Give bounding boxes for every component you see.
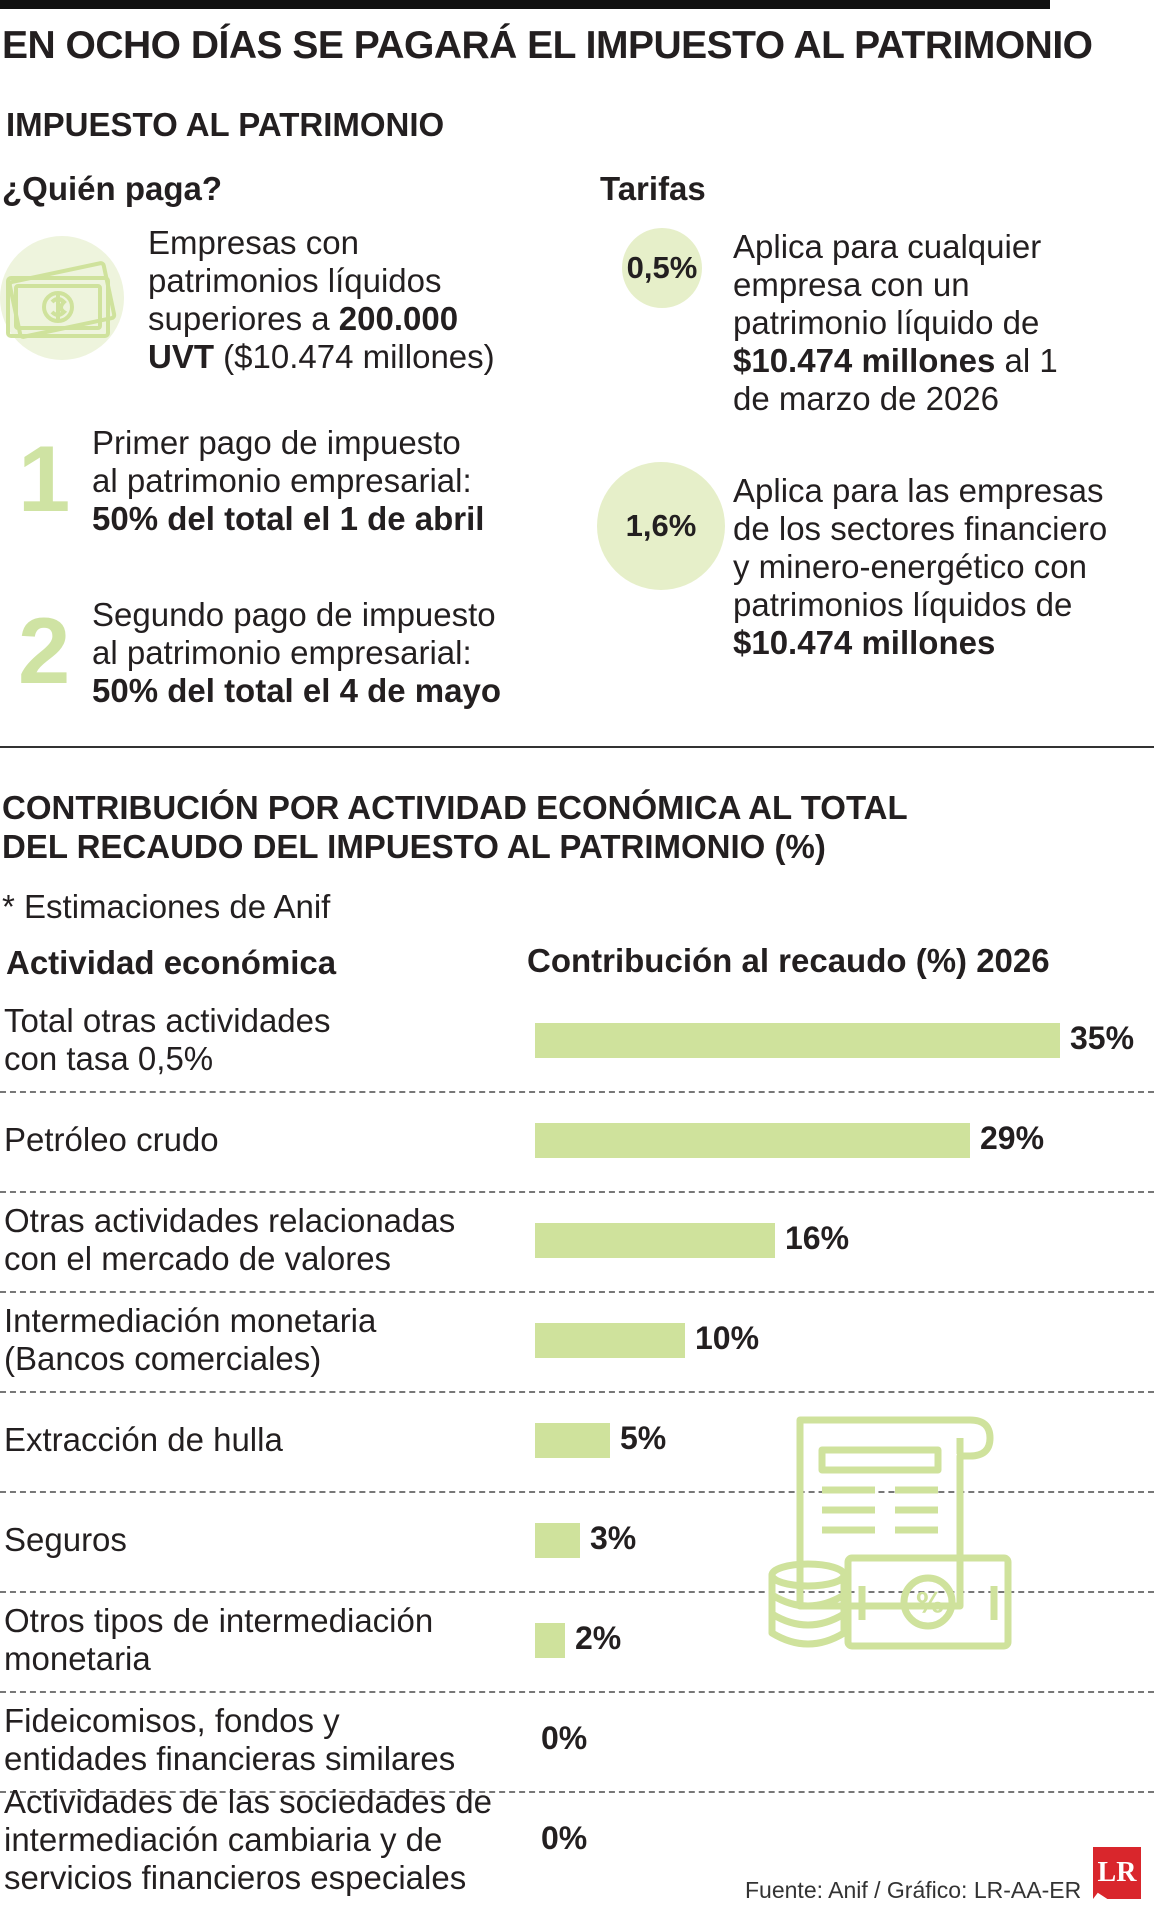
category-label: Otras actividades relacionadas bbox=[4, 1202, 456, 1239]
pago1-number: 1 bbox=[18, 426, 71, 531]
lr-logo: LR bbox=[1093, 1847, 1141, 1899]
pago2-line1: Segundo pago de impuesto bbox=[92, 596, 496, 633]
pago1-line2: al patrimonio empresarial: bbox=[92, 462, 472, 499]
pago2-line2: al patrimonio empresarial: bbox=[92, 634, 472, 671]
value-label: 5% bbox=[620, 1420, 667, 1456]
category-label: servicios financieros especiales bbox=[4, 1859, 467, 1896]
tarifa2-line2: de los sectores financiero bbox=[733, 510, 1108, 547]
category-label: Intermediación monetaria bbox=[4, 1302, 377, 1339]
value-label: 3% bbox=[590, 1520, 637, 1556]
tarifa2-line3: y minero-energético con bbox=[733, 548, 1088, 585]
tarifa1-rate-badge: 0,5% bbox=[622, 228, 702, 308]
value-label: 0% bbox=[541, 1820, 588, 1856]
quien-paga-line3-bold: 200.000 bbox=[338, 300, 459, 337]
value-label: 29% bbox=[980, 1120, 1045, 1156]
row-divider bbox=[0, 1791, 1154, 1793]
column-header-contribution: Contribución al recaudo (%) 2026 bbox=[527, 942, 1050, 979]
category-label: Extracción de hulla bbox=[4, 1421, 283, 1458]
bar bbox=[535, 1623, 565, 1658]
row-divider bbox=[0, 1591, 1154, 1593]
section-subtitle: IMPUESTO AL PATRIMONIO bbox=[6, 106, 445, 143]
category-label: con el mercado de valores bbox=[4, 1240, 392, 1277]
tarifa2-line1: Aplica para las empresas bbox=[733, 472, 1104, 509]
value-label: 35% bbox=[1070, 1020, 1135, 1056]
value-label: 10% bbox=[695, 1320, 760, 1356]
svg-text:%: % bbox=[916, 1586, 944, 1619]
quien-paga-line3-text: superiores a bbox=[148, 300, 339, 337]
tarifa1-line2: empresa con un bbox=[733, 266, 970, 303]
tarifa2-line4: patrimonios líquidos de bbox=[733, 586, 1073, 623]
pago2-line3: 50% del total el 4 de mayo bbox=[92, 672, 501, 709]
quien-paga-line4-text: ($10.474 millones) bbox=[214, 338, 495, 375]
tarifa1-line4-text: al 1 bbox=[995, 342, 1058, 379]
quien-paga-line2: patrimonios líquidos bbox=[148, 262, 442, 299]
tarifa1-line5: de marzo de 2026 bbox=[733, 380, 1000, 417]
bar bbox=[535, 1523, 580, 1558]
quien-paga-heading: ¿Quién paga? bbox=[2, 170, 223, 207]
value-label: 16% bbox=[785, 1220, 850, 1256]
chart-title: CONTRIBUCIÓN POR ACTIVIDAD ECONÓMICA AL … bbox=[2, 788, 908, 866]
category-label: con tasa 0,5% bbox=[4, 1040, 214, 1077]
category-label: (Bancos comerciales) bbox=[4, 1340, 322, 1377]
pago1-line1: Primer pago de impuesto bbox=[92, 424, 461, 461]
bar bbox=[535, 1223, 775, 1258]
row-divider bbox=[0, 1291, 1154, 1293]
chart-title-line2: DEL RECAUDO DEL IMPUESTO AL PATRIMONIO (… bbox=[2, 828, 826, 865]
tarifa2-line5: $10.474 millones bbox=[733, 624, 996, 661]
value-label: 2% bbox=[575, 1620, 622, 1656]
tarifa2-rate-badge: 1,6% bbox=[597, 462, 725, 590]
quien-paga-line1: Empresas con bbox=[148, 224, 359, 261]
column-header-activity: Actividad económica bbox=[6, 944, 337, 981]
pago1-line3: 50% del total el 1 de abril bbox=[92, 500, 485, 537]
tarifas-heading: Tarifas bbox=[600, 170, 706, 207]
tarifa1-line3: patrimonio líquido de bbox=[733, 304, 1040, 341]
chart-title-line1: CONTRIBUCIÓN POR ACTIVIDAD ECONÓMICA AL … bbox=[2, 789, 908, 826]
pago2-number: 2 bbox=[18, 598, 71, 703]
quien-paga-line3: superiores a 200.000 bbox=[148, 300, 458, 338]
row-divider bbox=[0, 1191, 1154, 1193]
row-divider bbox=[0, 1391, 1154, 1393]
bar bbox=[535, 1123, 970, 1158]
tarifa1-line4: $10.474 millones al 1 bbox=[733, 342, 1058, 380]
money-bill-icon bbox=[0, 236, 124, 360]
value-label: 0% bbox=[541, 1720, 588, 1756]
category-label: Fideicomisos, fondos y bbox=[4, 1702, 340, 1739]
category-label: Seguros bbox=[4, 1521, 127, 1558]
category-label: intermediación cambiaria y de bbox=[4, 1821, 443, 1858]
bar bbox=[535, 1323, 685, 1358]
category-label: entidades financieras similares bbox=[4, 1740, 456, 1777]
quien-paga-line4: UVT ($10.474 millones) bbox=[148, 338, 495, 376]
chart-note: * Estimaciones de Anif bbox=[2, 888, 331, 925]
category-label: Actividades de las sociedades de bbox=[4, 1783, 492, 1820]
category-label: Otros tipos de intermediación bbox=[4, 1602, 434, 1639]
page-title: EN OCHO DÍAS SE PAGARÁ EL IMPUESTO AL PA… bbox=[2, 24, 1093, 67]
bar bbox=[535, 1023, 1060, 1058]
category-label: Petróleo crudo bbox=[4, 1121, 219, 1158]
category-label: Total otras actividades bbox=[4, 1002, 331, 1039]
category-label: monetaria bbox=[4, 1640, 151, 1677]
bar bbox=[535, 1423, 610, 1458]
row-divider bbox=[0, 1491, 1154, 1493]
invoice-coins-icon: % bbox=[768, 1416, 1012, 1650]
top-rule bbox=[0, 0, 1050, 9]
tarifa1-amount: $10.474 millones bbox=[733, 342, 996, 379]
row-divider bbox=[0, 1091, 1154, 1093]
quien-paga-line4-bold: UVT bbox=[148, 338, 214, 375]
section-divider bbox=[0, 746, 1154, 748]
source-note: Fuente: Anif / Gráfico: LR-AA-ER bbox=[745, 1877, 1082, 1903]
tarifa1-line1: Aplica para cualquier bbox=[733, 228, 1042, 265]
row-divider bbox=[0, 1691, 1154, 1693]
